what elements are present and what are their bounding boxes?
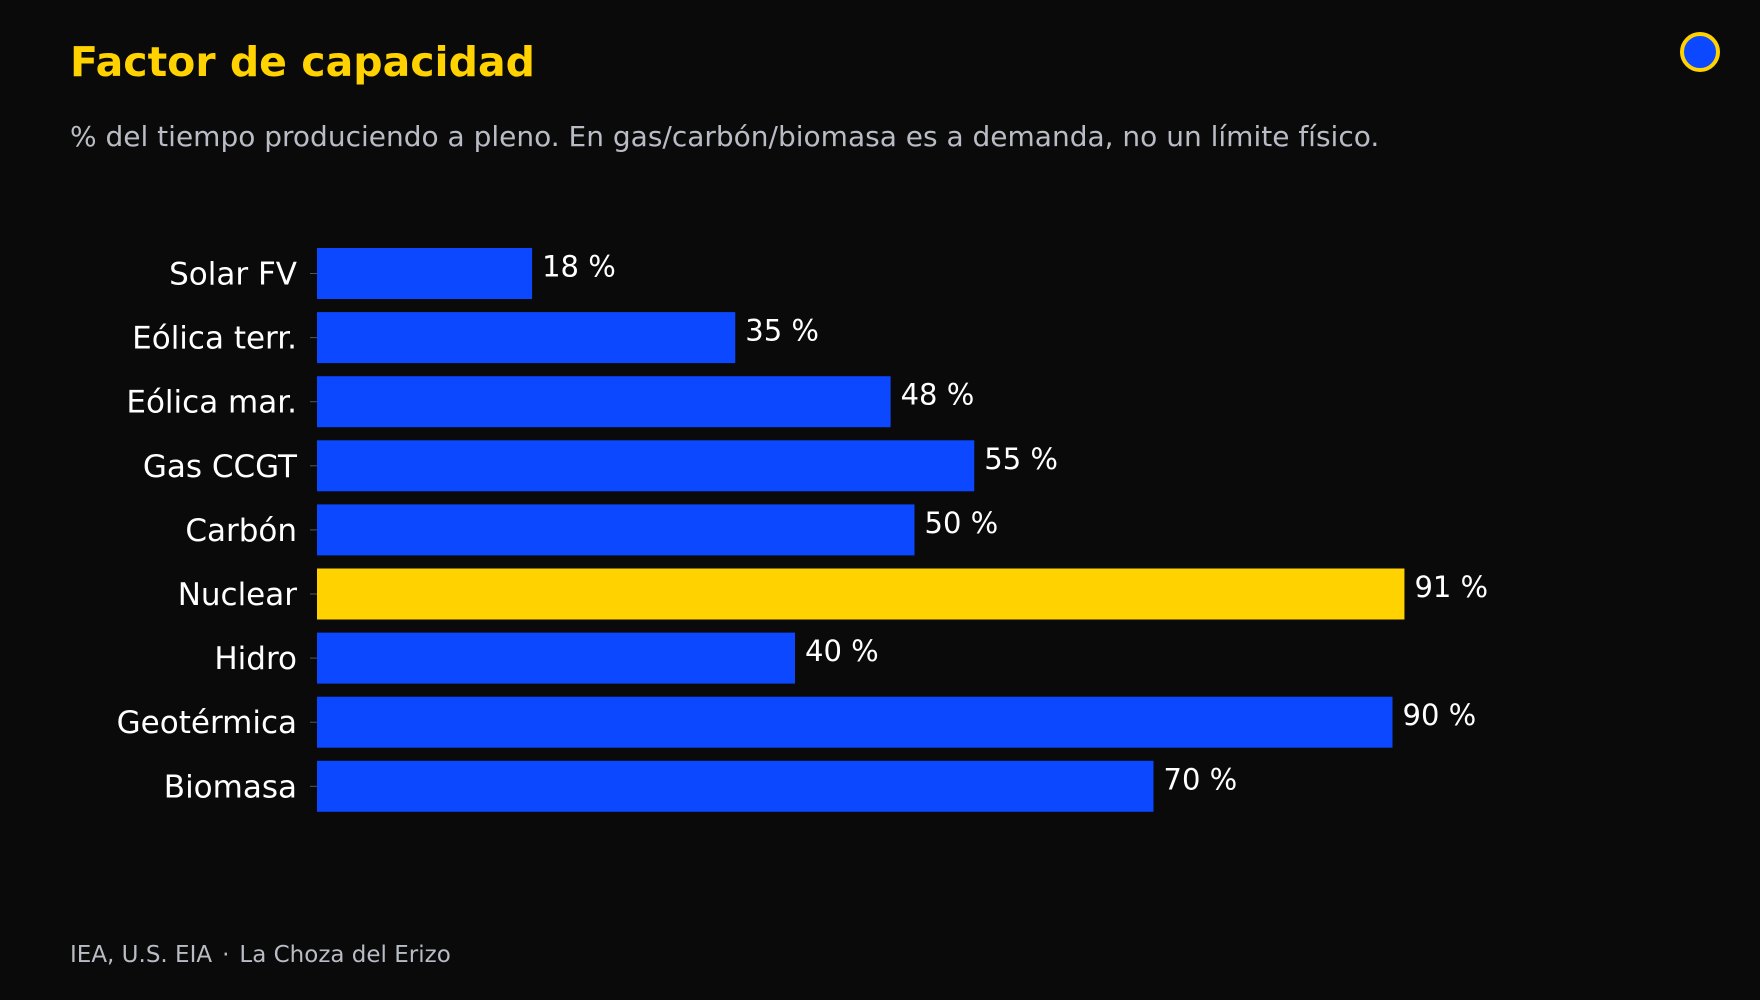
bar-hidro: [317, 632, 795, 684]
chart-title: Factor de capacidad: [70, 38, 535, 86]
footer-brand: La Choza del Erizo: [239, 942, 451, 968]
value-label-biomasa: 70 %: [1164, 762, 1238, 796]
bar-gas-ccgt: [317, 440, 975, 492]
bar-solar-fv: [317, 248, 533, 299]
brand-logo-icon: [1680, 32, 1720, 72]
category-label-nuclear: Nuclear: [178, 577, 298, 613]
value-label-hidro: 40 %: [805, 634, 879, 668]
category-label-eolica-mar: Eólica mar.: [126, 385, 297, 421]
bar-geotermica: [317, 696, 1393, 748]
footer: IEA, U.S. EIA · La Choza del Erizo: [70, 942, 451, 968]
chart-subtitle: % del tiempo produciendo a pleno. En gas…: [70, 120, 1380, 153]
category-label-carbon: Carbón: [185, 513, 297, 549]
category-label-gas-ccgt: Gas CCGT: [143, 449, 298, 485]
bar-eolica-mar: [317, 376, 891, 428]
value-label-nuclear: 91 %: [1414, 570, 1488, 604]
value-label-geotermica: 90 %: [1403, 698, 1477, 732]
category-label-hidro: Hidro: [214, 641, 297, 677]
value-label-eolica-terr: 35 %: [745, 314, 819, 348]
category-label-geotermica: Geotérmica: [117, 705, 297, 741]
footer-source: IEA, U.S. EIA: [70, 942, 213, 968]
bar-biomasa: [317, 760, 1154, 812]
value-label-eolica-mar: 48 %: [901, 378, 975, 412]
category-label-eolica-terr: Eólica terr.: [132, 321, 297, 357]
bar-nuclear: [317, 568, 1405, 620]
bar-eolica-terr: [317, 312, 736, 364]
category-label-solar-fv: Solar FV: [169, 257, 297, 293]
category-label-biomasa: Biomasa: [164, 769, 297, 805]
value-label-gas-ccgt: 55 %: [984, 442, 1058, 476]
footer-separator: ·: [222, 942, 230, 968]
value-label-solar-fv: 18 %: [542, 250, 616, 284]
value-label-carbon: 50 %: [925, 506, 999, 540]
bar-carbon: [317, 504, 915, 556]
